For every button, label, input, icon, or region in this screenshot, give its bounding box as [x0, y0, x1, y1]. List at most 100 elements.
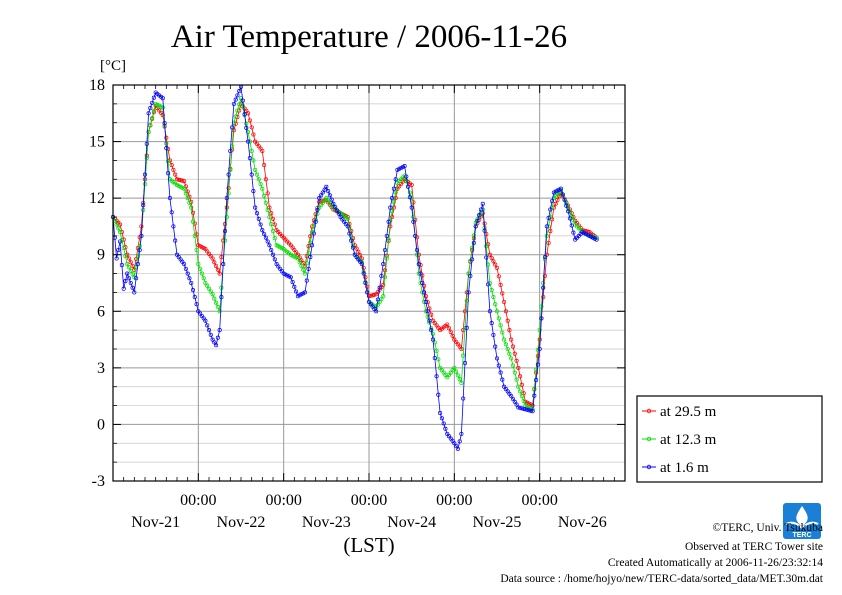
y-tick-label: 6 — [97, 303, 105, 320]
data-point — [553, 201, 558, 206]
legend-items: at 29.5 m at 12.3 m at 1.6 m — [642, 404, 717, 476]
data-point — [571, 218, 576, 223]
data-point — [382, 268, 388, 273]
data-point — [231, 101, 236, 106]
data-point — [311, 223, 316, 229]
data-point — [507, 328, 512, 333]
data-point — [180, 178, 185, 183]
data-point — [251, 189, 256, 194]
data-point — [510, 363, 516, 368]
data-point — [150, 115, 155, 121]
data-point — [365, 284, 370, 289]
data-point — [402, 164, 407, 169]
data-point — [119, 263, 124, 268]
data-point — [187, 200, 192, 205]
data-point — [304, 278, 309, 283]
logo-text: TERC — [792, 532, 811, 539]
data-point — [219, 285, 224, 290]
data-point — [498, 323, 503, 328]
data-point — [466, 290, 471, 295]
data-point — [292, 284, 297, 289]
data-point — [361, 265, 366, 270]
data-point — [160, 113, 165, 118]
data-point — [438, 411, 443, 416]
created-text: Created Automatically at 2006-11-26/23:3… — [608, 557, 823, 569]
data-point — [130, 263, 135, 269]
data-point — [567, 216, 572, 221]
data-point — [235, 108, 240, 113]
data-point — [132, 290, 137, 295]
data-point — [263, 177, 268, 182]
data-point — [144, 141, 149, 146]
data-point — [486, 282, 491, 287]
data-point — [514, 377, 519, 382]
legend-swatch-marker — [646, 408, 652, 414]
data-point — [534, 378, 539, 383]
data-point — [375, 297, 380, 302]
data-point — [381, 294, 386, 299]
data-point — [594, 237, 599, 242]
data-point — [206, 286, 212, 291]
data-point — [130, 271, 135, 277]
data-point — [386, 219, 391, 224]
data-point — [471, 240, 476, 245]
data-point — [489, 255, 494, 261]
data-point — [224, 205, 229, 210]
data-point — [224, 196, 229, 201]
data-point — [496, 316, 501, 321]
data-point — [512, 399, 517, 404]
data-point — [295, 256, 300, 261]
data-point — [413, 233, 418, 238]
data-point — [532, 393, 537, 398]
data-point — [370, 293, 375, 298]
data-point — [182, 179, 187, 184]
terc-logo: TERC — [783, 503, 821, 539]
data-point — [518, 405, 523, 410]
data-point — [219, 255, 224, 260]
data-point — [425, 309, 430, 314]
data-point — [507, 351, 512, 356]
data-point — [212, 340, 217, 345]
data-point — [379, 273, 384, 278]
data-point — [336, 211, 341, 216]
data-point — [569, 223, 574, 228]
data-point — [205, 323, 210, 328]
data-point — [190, 288, 196, 293]
data-point — [189, 280, 194, 286]
data-point — [363, 280, 368, 286]
data-point — [190, 210, 196, 215]
data-point — [290, 280, 295, 285]
data-point — [185, 196, 190, 201]
data-point — [550, 198, 555, 204]
data-point — [173, 172, 178, 177]
data-point — [459, 431, 464, 436]
data-point — [317, 196, 322, 201]
data-point — [247, 156, 252, 161]
data-point — [160, 105, 165, 110]
data-point — [482, 228, 487, 233]
data-point — [505, 318, 510, 323]
data-point — [244, 125, 249, 130]
y-tick-label: 3 — [97, 360, 105, 377]
data-point — [496, 363, 501, 368]
copyright-text: ©TERC, Univ. Tsukuba — [713, 522, 823, 534]
data-point — [311, 231, 316, 236]
data-point — [258, 222, 263, 227]
data-point — [260, 228, 265, 233]
data-point — [206, 328, 212, 333]
data-point — [541, 285, 546, 290]
data-point — [489, 288, 494, 293]
data-point — [429, 312, 434, 317]
data-point — [233, 114, 238, 119]
data-point — [249, 172, 254, 177]
data-point — [210, 292, 215, 297]
x-time-label: 00:00 — [180, 492, 216, 509]
data-point — [171, 224, 176, 229]
data-point — [144, 156, 149, 161]
data-point — [514, 402, 519, 407]
data-point — [315, 207, 320, 212]
data-point — [169, 163, 174, 168]
legend-label: at 1.6 m — [660, 460, 709, 476]
data-point — [516, 365, 521, 370]
data-point — [219, 295, 224, 300]
